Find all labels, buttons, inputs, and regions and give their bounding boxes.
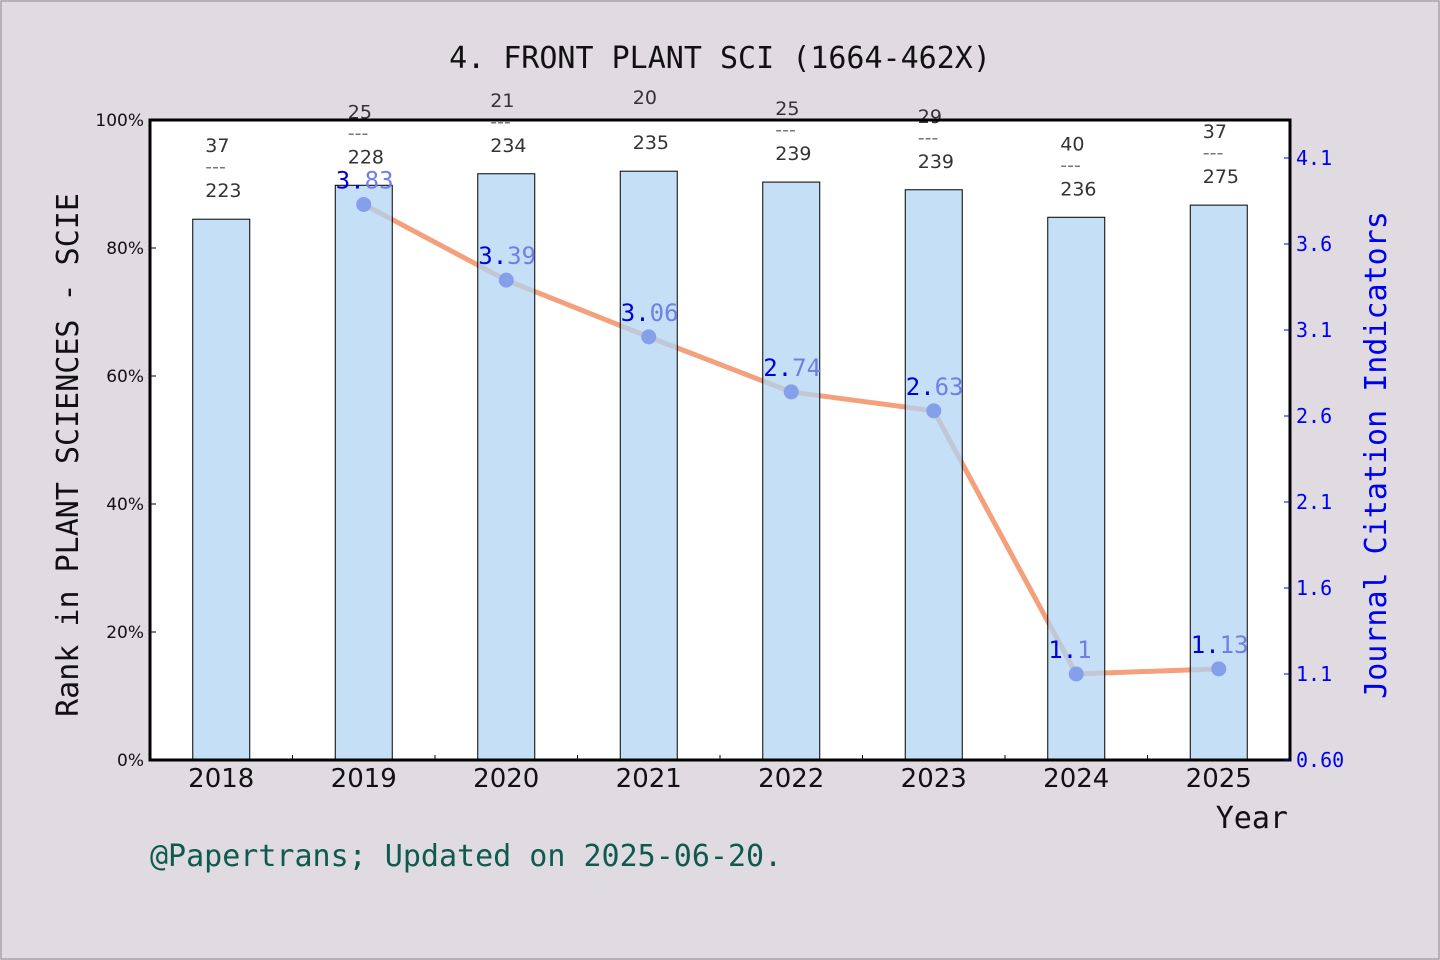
rank-label: 40 bbox=[1060, 133, 1084, 155]
jci-value-label: 3.06 bbox=[621, 299, 679, 327]
jci-value-label: 1.13 bbox=[1191, 631, 1249, 659]
footer-credit: @Papertrans; Updated on 2025-06-20. bbox=[150, 839, 782, 874]
rank-divider: --- bbox=[1203, 142, 1224, 164]
rank-label: 37 bbox=[205, 135, 229, 157]
left-tick-label: 20% bbox=[106, 623, 144, 643]
rank-divider: --- bbox=[775, 119, 796, 141]
rank-bar bbox=[477, 173, 536, 761]
right-tick-label: 1.1 bbox=[1296, 662, 1332, 686]
left-tick-label: 80% bbox=[106, 239, 144, 259]
rank-label: 20 bbox=[633, 87, 657, 109]
jci-value-label: 3.83 bbox=[336, 166, 394, 194]
left-tick-label: 0% bbox=[117, 751, 144, 771]
plot-area bbox=[150, 120, 1290, 760]
total-label: 223 bbox=[205, 180, 241, 202]
x-tick-label: 2022 bbox=[758, 764, 824, 794]
total-label: 236 bbox=[1060, 178, 1096, 200]
rank-bar bbox=[1047, 216, 1106, 761]
total-label: 239 bbox=[918, 151, 954, 173]
left-tick-label: 100% bbox=[95, 111, 144, 131]
total-label: 239 bbox=[775, 143, 811, 165]
x-tick-label: 2020 bbox=[473, 764, 539, 794]
rank-divider: --- bbox=[1060, 154, 1081, 176]
rank-divider: --- bbox=[918, 127, 939, 149]
right-tick-label: 4.1 bbox=[1296, 146, 1332, 170]
right-tick-label: 2.1 bbox=[1296, 490, 1332, 514]
rank-label: 37 bbox=[1203, 121, 1227, 143]
x-tick-label: 2024 bbox=[1043, 764, 1109, 794]
rank-bar bbox=[619, 170, 678, 761]
chart-title: 4. FRONT PLANT SCI (1664-462X) bbox=[449, 41, 991, 76]
jci-value-label: 3.39 bbox=[478, 242, 536, 270]
rank-divider: --- bbox=[348, 122, 369, 144]
x-tick-label: 2025 bbox=[1186, 764, 1252, 794]
left-axis-label: Rank in PLANT SCIENCES - SCIE bbox=[51, 193, 86, 717]
rank-label: 25 bbox=[775, 98, 799, 120]
rank-bar bbox=[762, 181, 821, 761]
rank-bar bbox=[192, 218, 251, 761]
left-tick-label: 60% bbox=[106, 367, 144, 387]
jci-value-label: 1.1 bbox=[1048, 636, 1091, 664]
jci-value-label: 2.63 bbox=[906, 373, 964, 401]
rank-bar bbox=[334, 184, 393, 761]
left-tick-label: 40% bbox=[106, 495, 144, 515]
x-tick-label: 2019 bbox=[331, 764, 397, 794]
total-label: 275 bbox=[1203, 166, 1239, 188]
x-tick-label: 2018 bbox=[188, 764, 254, 794]
right-tick-label: 2.6 bbox=[1296, 404, 1332, 428]
rank-label: 21 bbox=[490, 90, 514, 112]
rank-bar bbox=[904, 189, 963, 761]
jci-value-label: 2.74 bbox=[763, 354, 821, 382]
right-axis-label: Journal Citation Indicators bbox=[1359, 211, 1394, 699]
rank-label: 29 bbox=[918, 106, 942, 128]
right-tick-label: 1.6 bbox=[1296, 576, 1332, 600]
total-label: 234 bbox=[490, 135, 526, 157]
rank-divider: --- bbox=[205, 156, 226, 178]
right-tick-label: 3.6 bbox=[1296, 232, 1332, 256]
x-tick-label: 2023 bbox=[901, 764, 967, 794]
total-label: 228 bbox=[348, 146, 384, 168]
total-label: 235 bbox=[633, 132, 669, 154]
right-tick-label: 0.60 bbox=[1296, 748, 1344, 772]
right-tick-label: 3.1 bbox=[1296, 318, 1332, 342]
rank-label: 25 bbox=[348, 101, 372, 123]
rank-bar bbox=[1189, 204, 1248, 761]
x-tick-label: 2021 bbox=[616, 764, 682, 794]
x-axis-label: Year bbox=[1216, 801, 1288, 836]
rank-divider: --- bbox=[490, 111, 511, 133]
